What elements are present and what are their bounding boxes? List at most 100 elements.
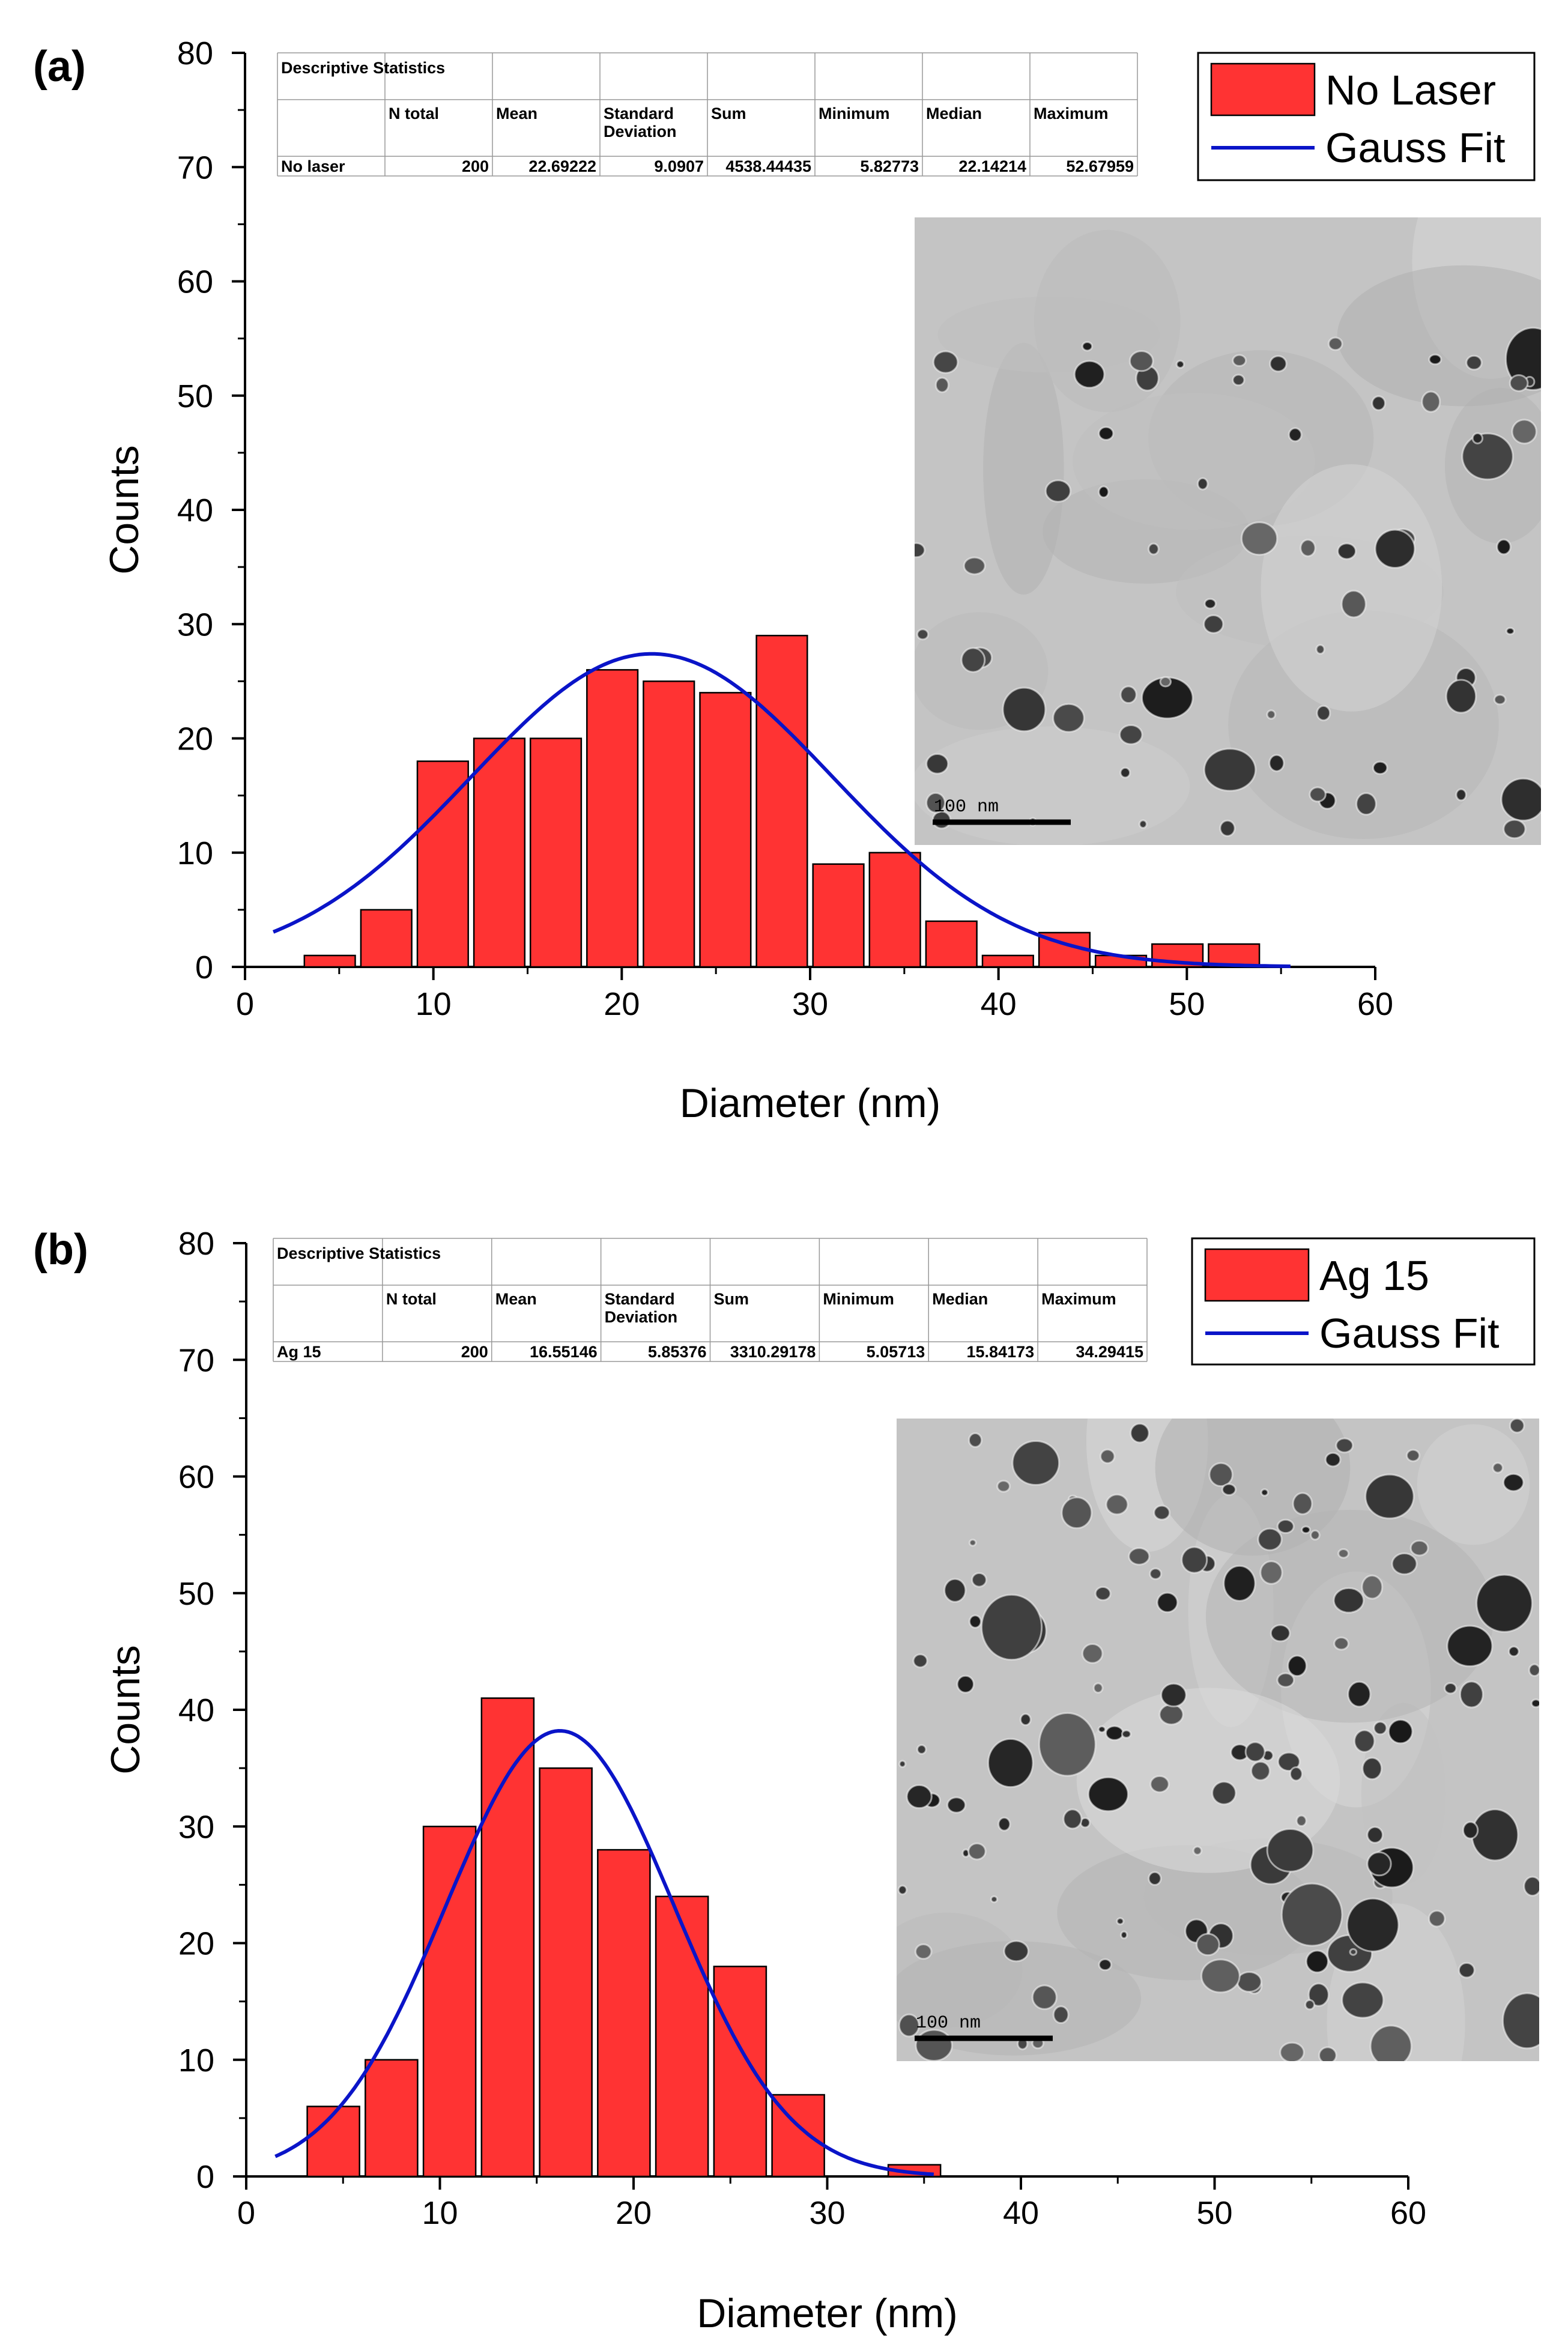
nanoparticle <box>1148 1871 1162 1886</box>
stats-header: Sum <box>711 104 746 123</box>
chart-panel-a: (a) 0 10 20 30 40 50 60 0 10 20 30 40 50 60 70 80 Diamete… <box>33 35 1541 1126</box>
histogram-bar <box>422 1826 477 2178</box>
nanoparticle <box>1387 1719 1414 1745</box>
nanoparticle <box>1295 1814 1307 1828</box>
stats-cell: 5.82773 <box>860 157 919 175</box>
y-tick-label: 10 <box>178 2043 214 2079</box>
nanoparticle <box>980 1593 1043 1661</box>
nanoparticle <box>1462 1821 1479 1840</box>
nanoparticle <box>1276 1672 1295 1688</box>
nanoparticle <box>1266 709 1276 720</box>
micrograph-texture <box>1073 393 1315 530</box>
y-tick-label: 70 <box>178 1342 214 1378</box>
x-tick-label: 40 <box>981 986 1017 1022</box>
stats-header: N total <box>386 1290 437 1308</box>
nanoparticle <box>1236 1971 1262 1993</box>
nanoparticle <box>1327 336 1343 351</box>
nanoparticle <box>987 1738 1034 1788</box>
nanoparticle <box>1333 1637 1349 1651</box>
nanoparticle <box>897 1885 908 1895</box>
stats-header: Standard <box>605 1290 675 1308</box>
nanoparticle <box>1203 614 1224 634</box>
nanoparticle <box>1369 2024 1412 2061</box>
nanoparticle <box>1496 538 1512 556</box>
nanoparticle <box>1304 1999 1315 2011</box>
histogram-bar <box>306 2106 360 2178</box>
legend: No Laser Gauss Fit <box>1197 52 1536 181</box>
nanoparticle <box>1149 1567 1163 1580</box>
nanoparticle <box>1446 1625 1494 1667</box>
nanoparticle <box>1062 1808 1083 1830</box>
nanoparticle <box>1257 1527 1283 1551</box>
nanoparticle <box>1148 542 1160 556</box>
nanoparticle <box>934 377 949 393</box>
nanoparticle <box>996 1480 1011 1493</box>
histogram-bar <box>529 737 583 968</box>
nanoparticle <box>1315 644 1325 655</box>
nanoparticle <box>1492 1462 1504 1474</box>
x-tick-label: 30 <box>792 986 828 1022</box>
micrograph-texture <box>983 342 1064 595</box>
nanoparticle <box>1052 703 1085 733</box>
stats-header: Deviation <box>604 123 677 141</box>
nanoparticle <box>1159 676 1172 688</box>
stats-table: Descriptive Statistics N total Mean Standar… <box>273 1238 1148 1362</box>
nanoparticle <box>1260 1488 1269 1497</box>
nanoparticle <box>925 792 946 814</box>
y-tick-label: 40 <box>178 1692 214 1728</box>
nanoparticle <box>1104 1725 1124 1741</box>
nanoparticle <box>1465 354 1483 371</box>
nanoparticle <box>1309 786 1327 803</box>
nanoparticle <box>1340 590 1367 619</box>
nanoparticle <box>1406 1449 1421 1462</box>
legend-label: Gauss Fit <box>1325 124 1506 171</box>
x-tick-label: 50 <box>1196 2195 1232 2231</box>
nanoparticle <box>1349 1948 1358 1956</box>
nanoparticle <box>1421 390 1441 413</box>
stats-table: Descriptive Statistics N total Mean Standar… <box>277 52 1138 177</box>
nanoparticle <box>1500 777 1541 822</box>
nanoparticle <box>967 1842 987 1861</box>
nanoparticle <box>1300 539 1316 557</box>
nanoparticle <box>1372 760 1388 775</box>
histogram-bar <box>643 680 695 968</box>
nanoparticle <box>915 542 926 559</box>
nanoparticle <box>967 1432 983 1448</box>
histogram-bar <box>713 1966 767 2178</box>
nanoparticle <box>1003 1940 1029 1963</box>
y-axis-title: Counts <box>101 445 147 574</box>
nanoparticle <box>1203 598 1217 610</box>
stats-cell: No laser <box>281 157 345 175</box>
y-tick-label: 0 <box>196 2159 214 2195</box>
nanoparticle <box>960 647 986 673</box>
legend-swatch-bar <box>1210 62 1316 117</box>
nanoparticle <box>1508 1646 1520 1658</box>
nanoparticle <box>1266 1828 1315 1873</box>
nanoparticle <box>1455 788 1467 802</box>
nanoparticle <box>1371 395 1386 411</box>
micrograph-texture <box>1076 1688 1340 1873</box>
nanoparticle <box>1347 1680 1372 1708</box>
nanoparticle <box>1509 374 1529 392</box>
nanoparticle <box>1305 1949 1329 1973</box>
nanoparticle <box>1098 1958 1112 1971</box>
nanoparticle <box>1301 1525 1311 1534</box>
nanoparticle <box>1324 1452 1342 1468</box>
nanoparticle <box>1444 1682 1458 1695</box>
nanoparticle <box>1211 1781 1237 1805</box>
histogram-bar <box>597 1849 651 2178</box>
nanoparticle <box>1259 1560 1283 1585</box>
stats-cell: 4538.44435 <box>725 157 811 175</box>
nanoparticle <box>1081 341 1094 352</box>
nanoparticle <box>1511 419 1537 444</box>
nanoparticle <box>1523 1876 1539 1897</box>
nanoparticle <box>1366 1851 1392 1877</box>
nanoparticle <box>1459 1680 1484 1709</box>
nanoparticle <box>1471 432 1484 444</box>
scale-bar-label: 100 nm <box>916 2013 981 2034</box>
nanoparticle <box>906 1784 933 1809</box>
nanoparticle <box>1471 1808 1519 1862</box>
micrograph-texture <box>1417 1424 1530 1545</box>
histogram-bar <box>416 760 469 968</box>
stats-cell: 9.0907 <box>654 157 704 175</box>
